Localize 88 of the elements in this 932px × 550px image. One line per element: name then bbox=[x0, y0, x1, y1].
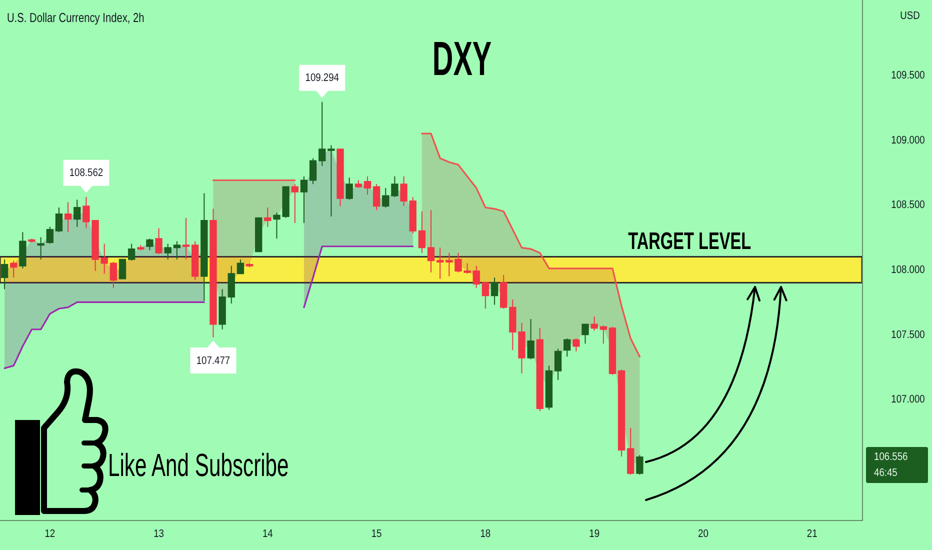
candlestick bbox=[382, 188, 390, 208]
candlestick bbox=[427, 210, 435, 273]
candlestick bbox=[146, 238, 154, 251]
candlestick bbox=[545, 365, 553, 410]
candlestick bbox=[0, 258, 8, 290]
x-tick-label: 18 bbox=[480, 528, 491, 540]
candlestick bbox=[118, 258, 126, 280]
x-tick-label: 13 bbox=[154, 528, 164, 540]
x-tick-label: 19 bbox=[589, 528, 600, 540]
candlestick bbox=[627, 427, 634, 476]
candlestick bbox=[391, 176, 398, 198]
candlestick bbox=[182, 217, 190, 260]
candlestick bbox=[409, 196, 416, 234]
candlestick bbox=[200, 192, 208, 302]
band-label: TARGET LEVEL bbox=[628, 228, 752, 255]
candlestick bbox=[509, 299, 516, 351]
y-tick-label: 109.000 bbox=[891, 134, 926, 146]
text: 106.556 46:45 bbox=[874, 451, 908, 479]
annotation: 108.562 bbox=[69, 166, 104, 179]
candlestick bbox=[600, 324, 607, 344]
y-tick-label: 107.500 bbox=[891, 328, 926, 340]
candlestick bbox=[318, 101, 326, 166]
candlestick bbox=[291, 184, 298, 224]
candlestick bbox=[364, 176, 372, 196]
candlestick bbox=[100, 243, 108, 274]
candlestick bbox=[264, 206, 272, 228]
candlestick bbox=[309, 158, 317, 185]
candlestick bbox=[110, 261, 118, 288]
candlestick bbox=[64, 202, 72, 233]
candlestick bbox=[418, 210, 426, 254]
candlestick bbox=[446, 252, 453, 277]
candlestick bbox=[490, 277, 498, 306]
candlestick bbox=[155, 228, 162, 255]
x-tick-label: 15 bbox=[371, 528, 382, 540]
y-tick-label: 109.500 bbox=[891, 69, 926, 82]
candlestick bbox=[246, 262, 254, 268]
candlestick bbox=[346, 177, 353, 200]
x-tick-label: 20 bbox=[698, 528, 709, 540]
annotation: 109.294 bbox=[305, 72, 340, 84]
x-tick-label: 21 bbox=[806, 528, 818, 540]
candlestick bbox=[572, 338, 580, 352]
candlestick bbox=[500, 274, 508, 310]
candlestick bbox=[636, 454, 644, 476]
candlestick bbox=[255, 217, 262, 252]
text: DXY bbox=[432, 32, 492, 86]
candlestick bbox=[46, 226, 54, 244]
candlestick bbox=[518, 322, 526, 374]
candlestick bbox=[328, 144, 335, 218]
candlestick bbox=[582, 324, 589, 344]
text: U.S. Dollar Currency Index, 2h bbox=[7, 10, 144, 26]
candlestick bbox=[55, 206, 63, 233]
candlestick bbox=[218, 288, 226, 330]
candlestick bbox=[372, 184, 380, 211]
candlestick bbox=[554, 348, 562, 380]
candlestick bbox=[228, 265, 235, 304]
candlestick bbox=[10, 260, 18, 278]
candlestick bbox=[137, 244, 144, 251]
candlestick bbox=[164, 243, 172, 260]
candlestick bbox=[472, 265, 480, 288]
candlestick bbox=[210, 208, 217, 338]
candlestick bbox=[618, 369, 626, 457]
candlestick bbox=[564, 338, 571, 358]
y-tick-label: 108.500 bbox=[891, 198, 926, 211]
candlestick bbox=[354, 180, 362, 189]
y-tick-label: 107.000 bbox=[891, 393, 926, 406]
candlestick bbox=[192, 240, 199, 281]
candlestick bbox=[300, 176, 308, 224]
candlestick bbox=[436, 247, 444, 280]
candlestick bbox=[527, 318, 534, 360]
candlestick bbox=[28, 238, 36, 243]
candlestick bbox=[400, 176, 408, 207]
candlestick bbox=[590, 316, 598, 332]
candlestick bbox=[128, 243, 136, 262]
candlestick bbox=[482, 282, 490, 310]
x-tick-label: 12 bbox=[44, 528, 56, 540]
candlestick bbox=[19, 232, 26, 269]
candlestick bbox=[608, 326, 616, 376]
annotation: 107.477 bbox=[196, 354, 230, 366]
candlestick bbox=[336, 148, 344, 207]
candlestick bbox=[236, 258, 244, 274]
candlestick bbox=[173, 240, 181, 260]
candlestick bbox=[37, 236, 44, 260]
y-axis-title: USD bbox=[900, 10, 920, 22]
annotation: Like And Subscribe bbox=[108, 446, 289, 484]
candlestick bbox=[536, 328, 544, 412]
y-tick-label: 108.000 bbox=[891, 264, 926, 276]
x-tick-label: 14 bbox=[262, 528, 274, 540]
candlestick bbox=[74, 199, 81, 228]
